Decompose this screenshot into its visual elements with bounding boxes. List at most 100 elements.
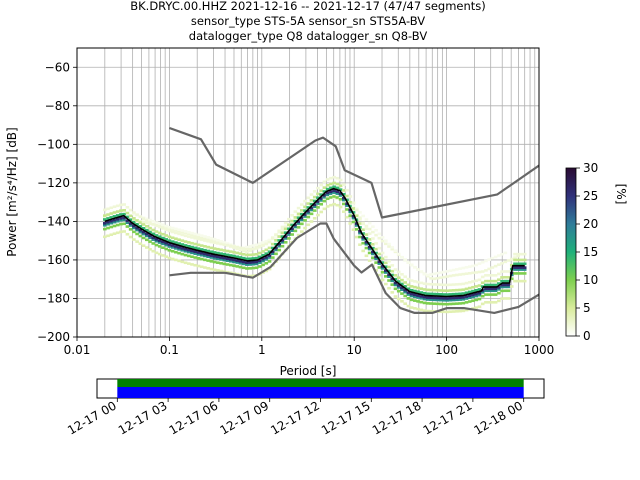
density-cell [274, 233, 278, 236]
density-cell [248, 261, 252, 264]
density-cell [154, 239, 159, 243]
density-cell [319, 189, 324, 193]
density-cell [174, 237, 178, 241]
density-cell [513, 258, 517, 262]
density-cell [206, 253, 210, 257]
density-cell-faint [455, 273, 459, 277]
density-cell [238, 246, 243, 250]
density-cell-faint [261, 241, 265, 244]
density-cell-faint [245, 245, 249, 249]
density-cell [157, 231, 162, 235]
density-cell [438, 296, 443, 300]
density-cell [283, 221, 288, 225]
density-cell-faint [432, 277, 437, 281]
density-cell [251, 274, 256, 278]
density-cell [270, 252, 275, 256]
density-cell [445, 283, 449, 287]
density-cell [364, 240, 369, 244]
density-cell [303, 213, 307, 216]
density-cell [309, 202, 314, 206]
density-cell [209, 246, 214, 250]
density-cell [203, 239, 207, 242]
density-cell [429, 296, 433, 300]
density-cell [245, 263, 249, 266]
density-cell [141, 230, 146, 234]
density-cell-faint [219, 240, 223, 243]
density-cell [186, 250, 191, 254]
density-cell [261, 250, 265, 253]
density-cell [312, 217, 317, 220]
density-cell [290, 233, 294, 236]
density-cell [177, 259, 181, 263]
density-cell [112, 211, 117, 214]
density-cell [506, 275, 511, 279]
density-cell [329, 196, 333, 199]
density-cell [503, 275, 508, 279]
density-cell [322, 190, 327, 193]
density-cell [438, 302, 443, 306]
density-cell [445, 299, 449, 302]
density-cell-faint [487, 267, 491, 271]
density-cell [219, 258, 223, 261]
density-cell [464, 295, 469, 298]
density-cell [322, 199, 327, 203]
density-cell [503, 285, 508, 289]
density-cell [487, 279, 491, 283]
density-cell [329, 203, 333, 207]
density-cell [361, 222, 366, 226]
density-cell [203, 254, 207, 258]
density-cell [390, 264, 395, 267]
density-cell-faint [248, 249, 252, 253]
density-cell [196, 237, 201, 241]
density-cell [383, 255, 388, 259]
density-cell [474, 306, 479, 309]
density-cell [186, 262, 191, 265]
density-cell [261, 244, 265, 247]
density-cell [164, 255, 168, 259]
density-cell [190, 249, 194, 253]
density-cell [174, 250, 178, 254]
density-cell [455, 302, 459, 305]
density-cell [438, 293, 443, 296]
density-cell [183, 244, 188, 247]
density-cell [409, 306, 414, 309]
density-cell [335, 190, 340, 194]
density-cell-faint [186, 232, 191, 236]
density-cell [312, 203, 317, 207]
density-cell [193, 256, 198, 259]
density-cell [303, 226, 307, 230]
density-cell [522, 258, 527, 262]
density-cell [103, 214, 107, 217]
density-cell [296, 226, 301, 229]
density-cell [458, 302, 462, 305]
density-cell [157, 239, 162, 242]
density-cell-faint [186, 230, 191, 234]
density-cell [177, 246, 181, 249]
density-cell [325, 197, 330, 201]
density-cell [309, 220, 314, 223]
density-cell [283, 241, 288, 244]
density-cell [506, 283, 511, 287]
y-tick-label: −100 [37, 137, 70, 151]
density-cell-faint [500, 261, 504, 265]
density-cell [322, 207, 327, 211]
density-cell [170, 246, 175, 249]
density-cell [222, 262, 227, 266]
density-cell [161, 232, 165, 236]
density-cell [225, 253, 230, 257]
density-cell [497, 288, 501, 291]
density-cell-faint [455, 268, 459, 271]
noise-model-nhnm [169, 126, 539, 219]
density-cell [222, 258, 227, 262]
density-cell [371, 256, 375, 260]
density-cell [180, 260, 185, 264]
density-cell [519, 252, 524, 256]
density-cell [377, 246, 382, 250]
density-cell [400, 273, 404, 276]
density-cell-faint [196, 233, 201, 237]
density-cell [216, 257, 220, 261]
density-cell [190, 255, 194, 259]
density-cell [503, 289, 508, 293]
density-cell [348, 210, 353, 214]
density-cell [167, 249, 172, 252]
